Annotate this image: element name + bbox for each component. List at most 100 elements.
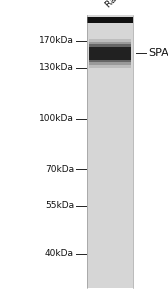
Bar <box>87 37 133 38</box>
Bar <box>87 122 133 123</box>
Bar <box>87 169 133 170</box>
Bar <box>87 212 133 213</box>
Bar <box>87 110 133 112</box>
Bar <box>87 206 133 207</box>
Bar <box>87 227 133 228</box>
Bar <box>87 203 133 205</box>
Bar <box>87 21 133 22</box>
Bar <box>87 254 133 255</box>
Bar <box>87 153 133 154</box>
Bar <box>87 54 133 55</box>
Bar <box>87 38 133 39</box>
Bar <box>87 142 133 143</box>
Bar <box>89 46 131 60</box>
Bar <box>87 282 133 283</box>
Bar <box>87 32 133 33</box>
Bar <box>87 246 133 247</box>
Bar <box>87 241 133 242</box>
Bar <box>87 208 133 209</box>
Bar <box>87 52 133 53</box>
Bar <box>87 222 133 223</box>
Bar <box>87 121 133 122</box>
Bar <box>87 242 133 244</box>
Bar <box>87 80 133 81</box>
Bar <box>87 270 133 271</box>
Bar <box>87 188 133 189</box>
Bar <box>87 93 133 94</box>
Bar <box>87 56 133 57</box>
Bar <box>87 167 133 168</box>
Text: Rat brain: Rat brain <box>104 0 139 9</box>
Bar <box>89 42 131 64</box>
Bar <box>87 122 133 124</box>
Bar <box>87 132 133 134</box>
Bar <box>87 74 133 75</box>
Bar <box>87 276 133 278</box>
Bar <box>87 85 133 86</box>
Bar <box>87 44 133 45</box>
Bar <box>87 68 133 69</box>
Bar <box>87 259 133 260</box>
Bar <box>87 232 133 233</box>
Bar <box>87 114 133 116</box>
Bar <box>87 160 133 161</box>
Bar <box>87 194 133 195</box>
Bar <box>87 205 133 206</box>
Bar <box>87 22 133 23</box>
Bar <box>87 69 133 70</box>
Bar <box>87 252 133 253</box>
Bar <box>87 175 133 176</box>
Bar <box>87 214 133 215</box>
Bar <box>87 41 133 43</box>
Bar <box>87 19 133 20</box>
Bar <box>87 95 133 96</box>
Bar <box>87 281 133 282</box>
Bar <box>87 257 133 258</box>
Bar <box>87 178 133 179</box>
Bar <box>87 218 133 219</box>
Bar <box>87 216 133 217</box>
Bar <box>87 125 133 126</box>
Bar <box>87 102 133 104</box>
Bar <box>87 163 133 164</box>
Text: 100kDa: 100kDa <box>39 114 74 123</box>
Bar <box>87 263 133 265</box>
Bar <box>87 83 133 85</box>
Bar <box>87 158 133 159</box>
Bar <box>87 76 133 77</box>
Bar <box>87 250 133 251</box>
Bar <box>87 184 133 185</box>
Bar <box>87 28 133 30</box>
Bar <box>87 173 133 175</box>
Bar <box>87 224 133 226</box>
Bar <box>87 274 133 276</box>
Bar <box>87 230 133 231</box>
Bar <box>87 199 133 200</box>
Bar <box>87 219 133 220</box>
Bar <box>87 168 133 169</box>
Bar <box>87 30 133 31</box>
Bar <box>87 165 133 166</box>
Bar <box>87 254 133 256</box>
Bar <box>87 100 133 101</box>
Bar <box>87 78 133 79</box>
Bar <box>87 233 133 235</box>
Bar <box>87 32 133 34</box>
Bar <box>87 177 133 178</box>
Bar <box>87 267 133 268</box>
Bar <box>87 72 133 74</box>
Bar <box>87 242 133 243</box>
Bar <box>87 162 133 164</box>
Bar <box>87 123 133 124</box>
Bar <box>87 43 133 44</box>
Text: 55kDa: 55kDa <box>45 201 74 210</box>
Bar <box>87 137 133 138</box>
Bar <box>87 196 133 197</box>
Bar <box>87 279 133 280</box>
Bar <box>87 46 133 47</box>
Bar <box>87 189 133 190</box>
Bar <box>87 249 133 250</box>
Bar <box>87 62 133 64</box>
Bar <box>87 40 133 41</box>
Bar <box>87 70 133 71</box>
